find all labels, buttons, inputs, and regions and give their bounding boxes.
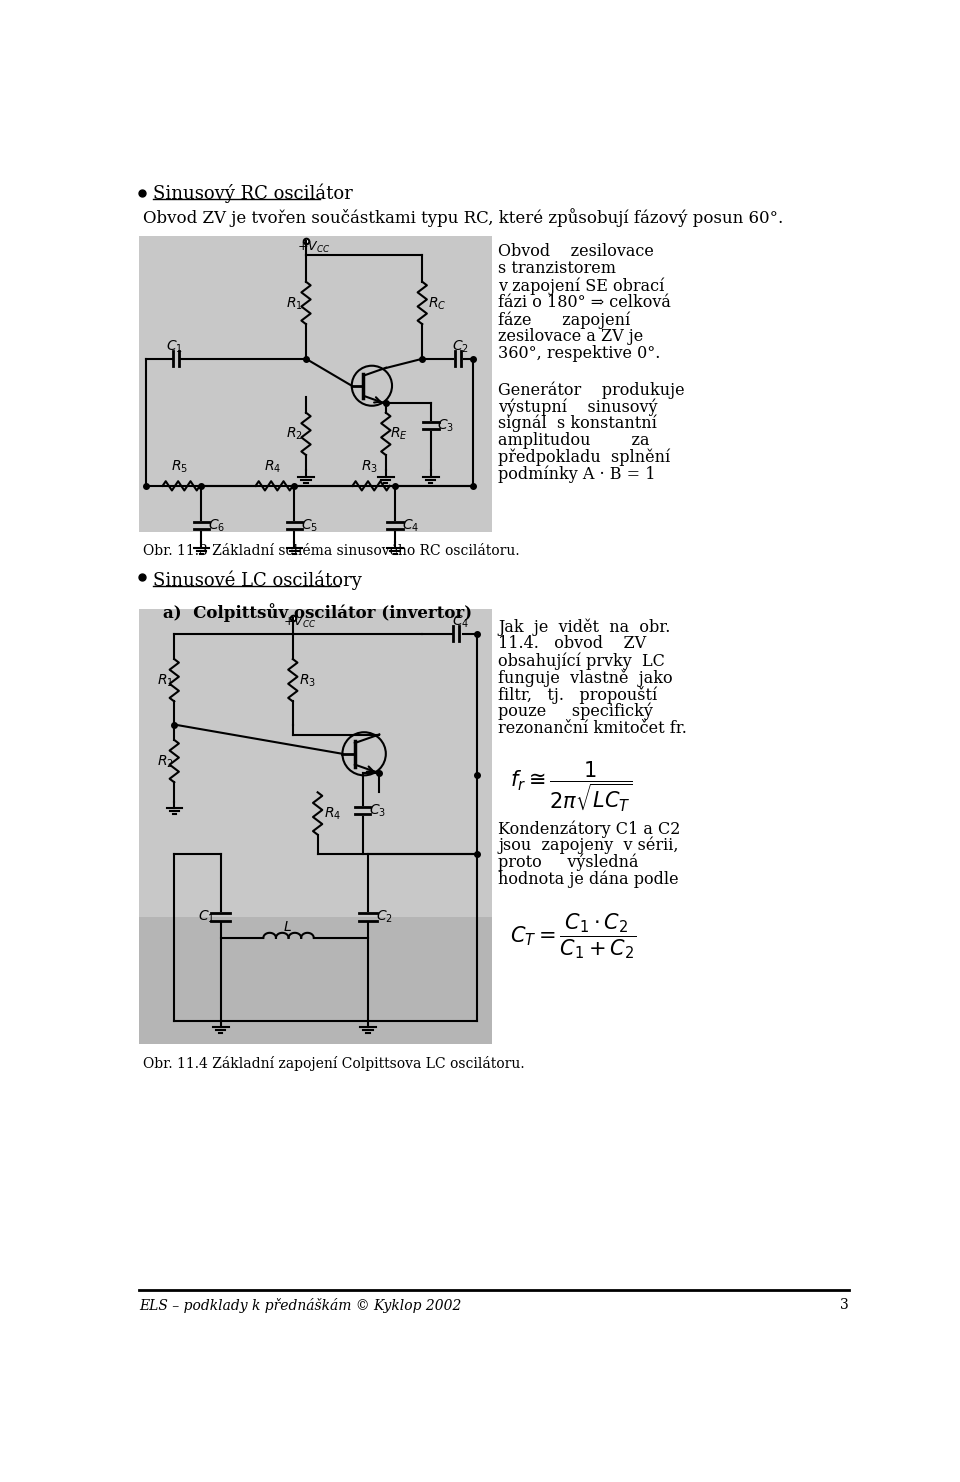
Text: $C_3$: $C_3$: [369, 803, 386, 820]
Text: pouze     specifický: pouze specifický: [498, 702, 653, 720]
Text: podmínky A · B = 1: podmínky A · B = 1: [498, 465, 656, 483]
Text: $R_3$: $R_3$: [299, 673, 316, 689]
Text: zesilovace a ZV je: zesilovace a ZV je: [498, 328, 643, 345]
Text: $f_r \cong \dfrac{1}{2\pi\sqrt{LC_T}}$: $f_r \cong \dfrac{1}{2\pi\sqrt{LC_T}}$: [510, 760, 633, 814]
Text: filtr,   tj.   propouští: filtr, tj. propouští: [498, 686, 658, 704]
Text: a)  Colpittsův oscilátor (invertor): a) Colpittsův oscilátor (invertor): [162, 603, 471, 622]
Text: $R_2$: $R_2$: [157, 753, 174, 769]
Text: Kondenzátory C1 a C2: Kondenzátory C1 a C2: [498, 820, 681, 837]
Text: Obr. 11.3 Základní schéma sinusového RC oscilátoru.: Obr. 11.3 Základní schéma sinusového RC …: [143, 544, 520, 557]
Text: $C_1$: $C_1$: [166, 339, 183, 356]
Text: $R_1$: $R_1$: [157, 673, 174, 689]
Text: amplitudou        za: amplitudou za: [498, 431, 650, 449]
Text: Obr. 11.4 Základní zapojení Colpittsova LC oscilátoru.: Obr. 11.4 Základní zapojení Colpittsova …: [143, 1055, 525, 1070]
Text: $C_4$: $C_4$: [402, 517, 420, 534]
Text: $C_3$: $C_3$: [437, 418, 454, 434]
Text: $C_2$: $C_2$: [375, 908, 393, 925]
Text: $R_1$: $R_1$: [286, 295, 302, 311]
Text: Jak  je  vidět  na  obr.: Jak je vidět na obr.: [498, 618, 671, 636]
Text: $C_5$: $C_5$: [301, 517, 319, 534]
Text: $C_2$: $C_2$: [452, 339, 468, 356]
Text: $C_T = \dfrac{C_1 \cdot C_2}{C_1 + C_2}$: $C_T = \dfrac{C_1 \cdot C_2}{C_1 + C_2}$: [510, 911, 636, 960]
Text: v zapojení SE obrací: v zapojení SE obrací: [498, 277, 664, 295]
Text: $R_C$: $R_C$: [428, 295, 446, 311]
Text: $R_4$: $R_4$: [264, 458, 281, 476]
Text: proto     výsledná: proto výsledná: [498, 854, 638, 871]
Text: obsahující prvky  LC: obsahující prvky LC: [498, 652, 665, 670]
Text: fázi o 180° ⇒ celková: fázi o 180° ⇒ celková: [498, 293, 671, 311]
Text: jsou  zapojeny  v sérii,: jsou zapojeny v sérii,: [498, 837, 679, 855]
Text: s tranzistorem: s tranzistorem: [498, 261, 616, 277]
Text: $+V_{CC}$: $+V_{CC}$: [283, 615, 316, 630]
Text: výstupní    sinusový: výstupní sinusový: [498, 399, 658, 415]
Text: ELS – podklady k přednáškám © Kyklop 2002: ELS – podklady k přednáškám © Kyklop 200…: [139, 1298, 462, 1313]
Text: $R_4$: $R_4$: [324, 806, 341, 823]
Text: 3: 3: [840, 1298, 849, 1312]
Text: $C_4$: $C_4$: [452, 614, 468, 630]
Text: signál  s konstantní: signál s konstantní: [498, 415, 657, 433]
Text: Obvod    zesilovace: Obvod zesilovace: [498, 243, 654, 261]
Text: $L$: $L$: [283, 920, 292, 934]
Text: Obvod ZV je tvořen součástkami typu RC, které způsobují fázový posun 60°.: Obvod ZV je tvořen součástkami typu RC, …: [143, 209, 783, 227]
Text: 360°, respektive 0°.: 360°, respektive 0°.: [498, 345, 660, 362]
Text: $C_6$: $C_6$: [208, 517, 226, 534]
Text: 11.4.   obvod    ZV: 11.4. obvod ZV: [498, 636, 646, 652]
Text: fáze      zapojení: fáze zapojení: [498, 311, 631, 329]
Text: Sinusový RC oscilátor: Sinusový RC oscilátor: [154, 184, 353, 203]
Text: předpokladu  splnění: předpokladu splnění: [498, 449, 670, 467]
Text: hodnota je dána podle: hodnota je dána podle: [498, 871, 679, 888]
Text: funguje  vlastně  jako: funguje vlastně jako: [498, 668, 673, 686]
Text: $R_3$: $R_3$: [361, 458, 378, 476]
Text: $R_E$: $R_E$: [390, 425, 407, 443]
Text: Sinusové LC oscilátory: Sinusové LC oscilátory: [154, 571, 362, 590]
Bar: [139, 236, 492, 532]
Bar: [139, 917, 492, 1045]
Text: Generátor    produkuje: Generátor produkuje: [498, 381, 684, 399]
Text: $+V_{CC}$: $+V_{CC}$: [297, 240, 330, 255]
Text: $C_1$: $C_1$: [198, 908, 214, 925]
Text: rezonanční kmitočet fr.: rezonanční kmitočet fr.: [498, 720, 687, 737]
Text: $R_2$: $R_2$: [286, 425, 302, 443]
Bar: [139, 609, 492, 1045]
Text: $R_5$: $R_5$: [171, 458, 188, 476]
